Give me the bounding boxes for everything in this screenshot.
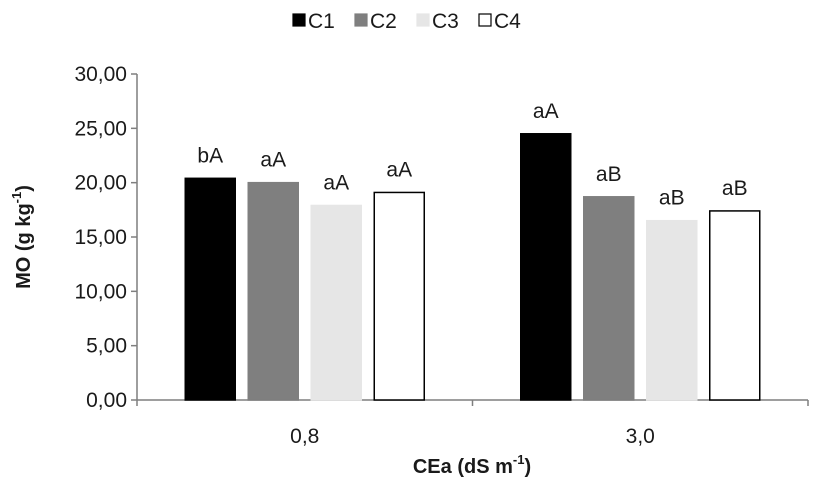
data-label: aA	[323, 171, 349, 194]
data-label: aA	[533, 100, 559, 123]
data-label: aB	[659, 187, 685, 210]
y-tick-label: 10,00	[74, 280, 127, 303]
legend-swatch-c1	[292, 13, 306, 27]
y-axis: 0,00 5,00 10,00 15,00 20,00 25,00 30,00	[74, 63, 138, 412]
bars	[184, 133, 761, 401]
x-tick-label: 0,8	[290, 425, 319, 448]
legend-swatch-c3	[416, 13, 430, 27]
legend: C1 C2 C3 C4	[292, 10, 521, 33]
x-tick-label: 3,0	[626, 425, 655, 448]
y-tick-label: 0,00	[86, 389, 127, 412]
x-axis: 0,8 3,0	[136, 399, 809, 448]
legend-swatch-c2	[354, 13, 368, 27]
bar-c2-2	[583, 196, 635, 401]
y-tick-label: 25,00	[74, 117, 127, 140]
y-axis-title: MO (g kg-1)	[9, 185, 35, 289]
x-axis-title: CEa (dS m-1)	[413, 452, 531, 478]
bar-c3-1	[310, 204, 362, 401]
bar-c2-1	[247, 181, 299, 401]
bar-c1-2	[520, 133, 572, 401]
bar-c4-2	[709, 210, 761, 401]
legend-label-c2: C2	[370, 10, 397, 33]
data-label: aA	[386, 158, 412, 181]
legend-label-c4: C4	[494, 10, 521, 33]
bar-c4-1	[373, 191, 425, 401]
data-label: bA	[197, 144, 223, 167]
y-tick-label: 5,00	[86, 335, 127, 358]
data-labels: bA aA aA aA aA aB aB aB	[197, 100, 747, 210]
data-label: aA	[260, 149, 286, 172]
legend-swatch-c4	[478, 13, 492, 27]
y-tick-label: 20,00	[74, 172, 127, 195]
y-tick-label: 30,00	[74, 63, 127, 86]
legend-label-c1: C1	[308, 10, 335, 33]
bar-c3-2	[646, 219, 698, 401]
bar-c1-1	[184, 177, 236, 401]
data-label: aB	[596, 163, 622, 186]
y-tick-label: 15,00	[74, 226, 127, 249]
data-label: aB	[722, 177, 748, 200]
legend-label-c3: C3	[432, 10, 459, 33]
